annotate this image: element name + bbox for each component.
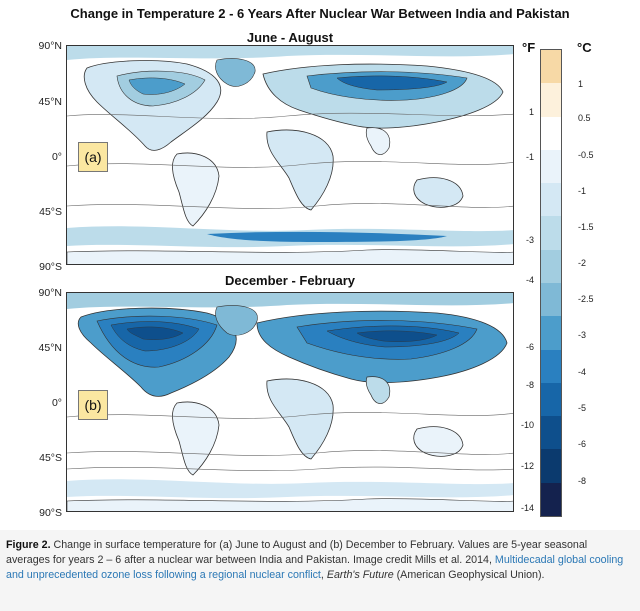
colorbar-segment [541, 249, 561, 284]
lat-label-equator-b: 0° [51, 397, 62, 409]
lat-label-45s-b: 45°S [39, 452, 62, 464]
map-panel-a [66, 45, 514, 265]
c-label-m1: -1 [578, 186, 587, 196]
colorbar-segment [541, 183, 561, 217]
caption-text-1: Change in surface temperature for (a) Ju… [6, 539, 588, 566]
c-label-m4: -4 [578, 367, 587, 377]
colorbar-segment [541, 349, 561, 384]
map-b-graphic [67, 293, 513, 511]
c-label-m25: -2.5 [578, 294, 594, 304]
colorbar-segment [541, 283, 561, 317]
f-label-m6: -6 [525, 342, 534, 352]
c-label-m6: -6 [578, 439, 587, 449]
lat-label-45n: 45°N [38, 96, 62, 108]
lat-label-90s-b: 90°S [39, 507, 62, 519]
colorbar-segment [541, 382, 561, 417]
colorbar [540, 49, 562, 517]
c-label-m05: -0.5 [578, 150, 594, 160]
lat-label-45n-b: 45°N [38, 342, 62, 354]
c-label-m5: -5 [578, 403, 587, 413]
c-label-1: 1 [578, 79, 584, 89]
figure-caption: Figure 2. Change in surface temperature … [0, 530, 640, 611]
page-title: Change in Temperature 2 - 6 Years After … [70, 6, 570, 21]
panel-b-label: (b) [78, 390, 108, 420]
c-label-05: 0.5 [578, 113, 591, 123]
f-label-m14: -14 [520, 503, 534, 513]
lat-label-equator: 0° [51, 151, 62, 163]
lat-label-45s: 45°S [39, 206, 62, 218]
c-label-m2: -2 [578, 258, 587, 268]
c-label-m8: -8 [578, 476, 587, 486]
colorbar-segment [541, 316, 561, 351]
map-panel-b [66, 292, 514, 512]
caption-figure-number: Figure 2. [6, 539, 51, 551]
colorbar-segment [541, 216, 561, 251]
f-label-1: 1 [528, 107, 534, 117]
colorbar-unit-f: °F [522, 40, 536, 55]
panel-a-title: June - August [246, 30, 334, 45]
colorbar-segment [541, 83, 561, 118]
f-label-m1: -1 [525, 152, 534, 162]
c-label-m15: -1.5 [578, 222, 594, 232]
caption-journal: Earth's Future [326, 569, 394, 581]
f-label-m8: -8 [525, 380, 534, 390]
f-label-m4: -4 [525, 275, 534, 285]
colorbar-segment [541, 149, 561, 184]
c-label-m3: -3 [578, 330, 587, 340]
colorbar-segment [541, 50, 561, 84]
f-label-m12: -12 [520, 461, 534, 471]
f-label-m3: -3 [525, 235, 534, 245]
caption-paper-link[interactable]: Multidecadal global cooling and unpreced… [6, 554, 624, 581]
colorbar-segment [541, 482, 561, 517]
colorbar-segment [541, 449, 561, 484]
colorbar-unit-c: °C [577, 40, 592, 55]
panel-b-title: December - February [224, 273, 356, 288]
lat-label-90s: 90°S [39, 261, 62, 273]
lat-label-90n: 90°N [38, 40, 62, 52]
map-a-graphic [67, 46, 513, 264]
colorbar-segment [541, 416, 561, 450]
panel-a-label: (a) [78, 142, 108, 172]
caption-text-3: (American Geophysical Union). [393, 569, 545, 581]
lat-label-90n-b: 90°N [38, 287, 62, 299]
colorbar-segment [541, 116, 561, 151]
f-label-m10: -10 [520, 420, 534, 430]
caption-text-2: , [320, 569, 327, 581]
